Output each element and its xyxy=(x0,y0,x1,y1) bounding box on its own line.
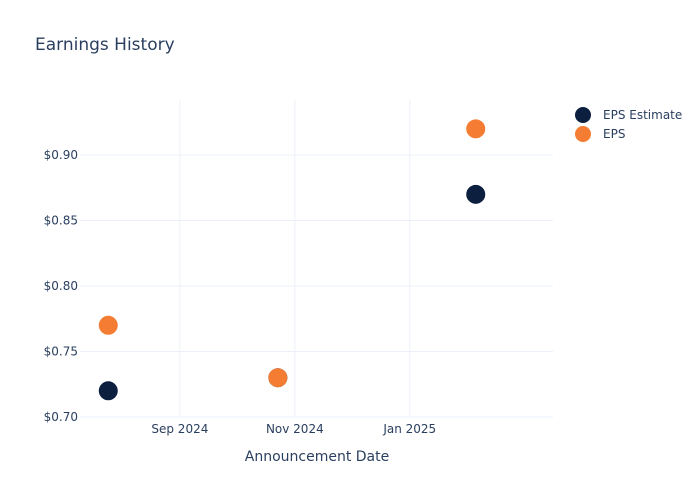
x-tick-label: Sep 2024 xyxy=(151,422,208,436)
eps-estimate-point[interactable] xyxy=(98,381,118,401)
chart-title: Earnings History xyxy=(35,35,175,55)
legend[interactable]: EPS Estimate EPS xyxy=(575,107,682,142)
legend-marker-eps[interactable] xyxy=(575,126,591,142)
axis-ticks: $0.70 $0.75 $0.80 $0.85 $0.90 Sep 2024 Nov 202… xyxy=(44,148,437,436)
x-tick-label: Nov 2024 xyxy=(266,422,324,436)
legend-label-eps-estimate[interactable]: EPS Estimate xyxy=(603,108,682,122)
y-tick-label: $0.90 xyxy=(44,148,78,162)
y-tick-label: $0.85 xyxy=(44,214,78,228)
x-axis-title: Announcement Date xyxy=(245,449,389,465)
y-tick-label: $0.75 xyxy=(44,345,78,359)
eps-point[interactable] xyxy=(98,315,118,335)
legend-marker-eps-estimate[interactable] xyxy=(575,107,591,123)
data-points xyxy=(98,119,486,401)
eps-point[interactable] xyxy=(268,368,288,388)
x-tick-label: Jan 2025 xyxy=(382,422,436,436)
eps-point[interactable] xyxy=(466,119,486,139)
y-tick-label: $0.80 xyxy=(44,279,78,293)
legend-label-eps[interactable]: EPS xyxy=(603,127,625,141)
y-tick-label: $0.70 xyxy=(44,410,78,424)
grid xyxy=(80,100,553,418)
eps-estimate-point[interactable] xyxy=(466,184,486,204)
